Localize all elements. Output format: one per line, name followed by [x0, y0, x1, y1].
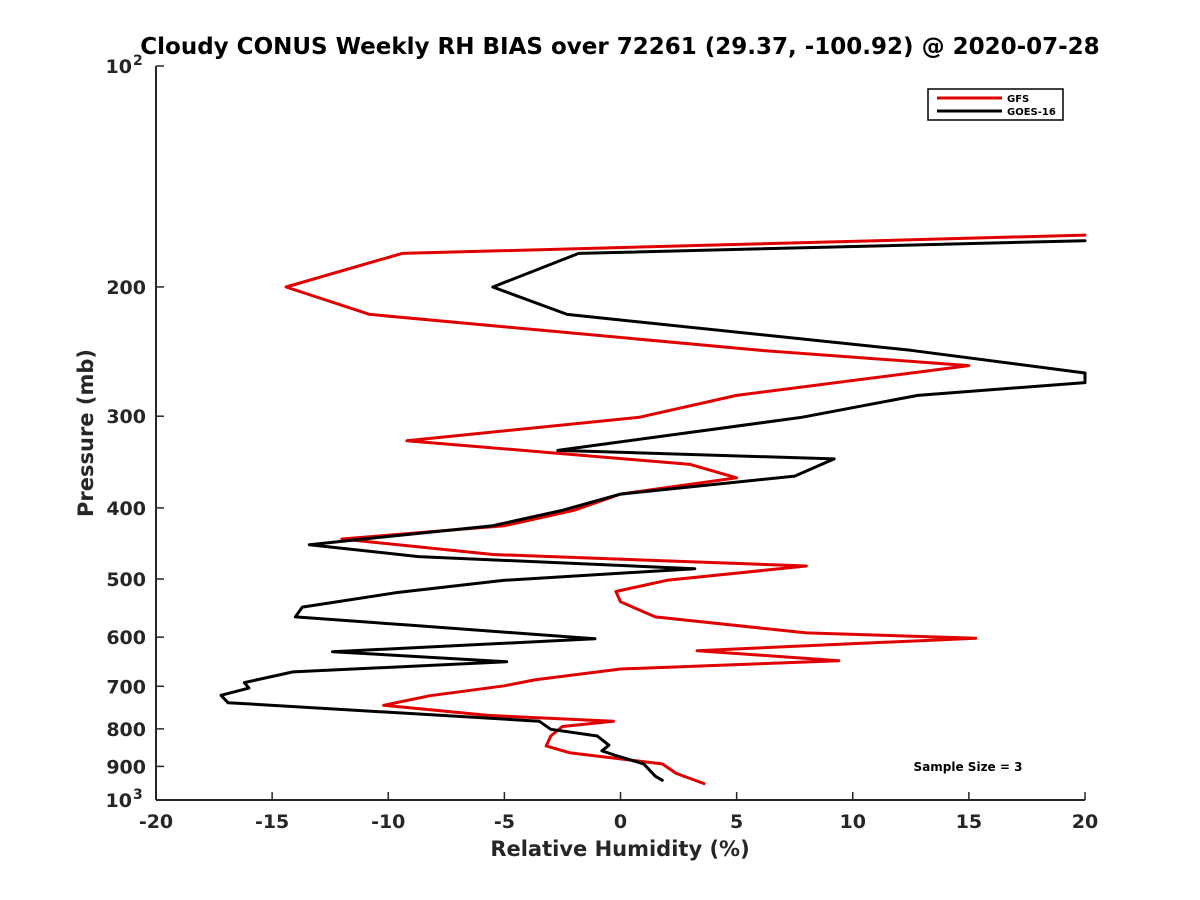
y-tick-label: 800	[106, 719, 146, 741]
y-tick-label: 400	[106, 498, 146, 520]
x-axis-label: Relative Humidity (%)	[490, 837, 749, 861]
sample-size-annotation: Sample Size = 3	[914, 760, 1023, 774]
y-tick-label-exponent: 2	[133, 53, 143, 69]
legend-label: GFS	[1007, 94, 1029, 105]
x-tick-label: -15	[255, 811, 289, 833]
y-tick-label: 10 2	[106, 53, 143, 78]
y-axis-label: Pressure (mb)	[74, 349, 98, 517]
y-tick-label-exponent: 3	[133, 787, 143, 803]
y-tick-label: 700	[106, 676, 146, 698]
series-line-gfs	[284, 233, 1087, 786]
legend-label: GOES-16	[1007, 107, 1056, 118]
x-tick-label: -5	[494, 811, 515, 833]
x-tick-label: 20	[1072, 811, 1098, 833]
y-tick-label-base: 10	[106, 56, 132, 78]
y-tick-label-text: 900	[106, 756, 146, 778]
y-tick-label: 10 3	[106, 787, 143, 812]
y-tick-label: 300	[106, 406, 146, 428]
series-line-goes-16	[219, 239, 1087, 782]
y-tick-label: 500	[106, 569, 146, 591]
y-tick-label-text: 200	[106, 277, 146, 299]
y-tick-label-text: 400	[106, 498, 146, 520]
chart-title: Cloudy CONUS Weekly RH BIAS over 72261 (…	[140, 34, 1099, 60]
y-tick-label-text: 500	[106, 569, 146, 591]
y-tick-label: 600	[106, 627, 146, 649]
y-tick-label-text: 700	[106, 676, 146, 698]
legend-box	[927, 88, 1064, 121]
x-tick-label: 10	[840, 811, 866, 833]
x-tick-label: 5	[730, 811, 743, 833]
y-tick-label: 900	[106, 756, 146, 778]
legend: GFS GOES-16	[927, 88, 1064, 121]
y-tick-label-base: 10	[106, 790, 132, 812]
y-tick-label-text: 600	[106, 627, 146, 649]
x-tick-label: -10	[371, 811, 405, 833]
x-tick-label: -20	[139, 811, 173, 833]
x-tick-label: 15	[956, 811, 982, 833]
x-tick-label: 0	[614, 811, 627, 833]
y-tick-label-text: 800	[106, 719, 146, 741]
y-tick-label-text: 300	[106, 406, 146, 428]
series-layer	[219, 233, 1087, 786]
y-tick-label: 200	[106, 277, 146, 299]
